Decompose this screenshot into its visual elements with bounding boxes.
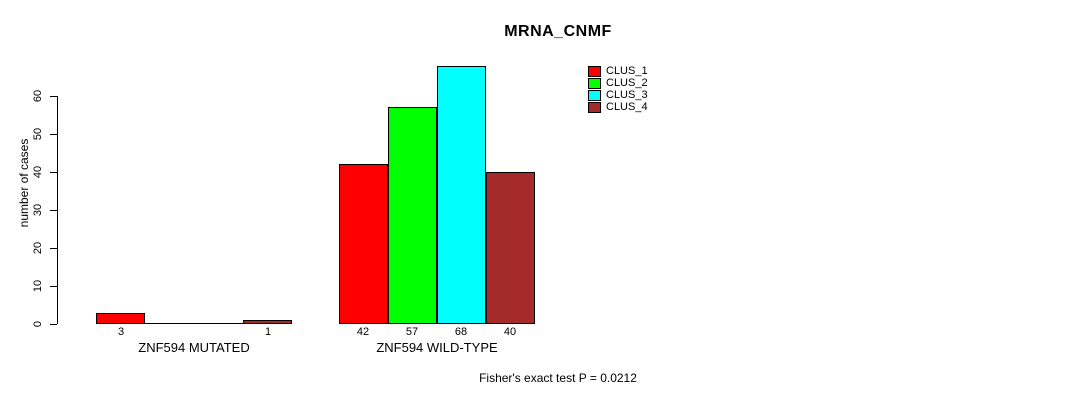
y-axis-tick-label: 40 <box>32 165 44 179</box>
y-axis-tick-label: 60 <box>32 89 44 103</box>
bar-clus-2-znf594-wild-type <box>388 107 437 324</box>
bar-clus-4-znf594-wild-type <box>486 172 535 324</box>
y-axis-tick-label: 50 <box>32 127 44 141</box>
legend-item-clus-3: CLUS_3 <box>588 89 648 101</box>
group-label-znf594-mutated: ZNF594 MUTATED <box>138 340 250 355</box>
legend-swatch-clus-2 <box>588 77 601 89</box>
bar-value-label: 42 <box>356 326 370 338</box>
y-axis-line <box>57 96 58 324</box>
bar-value-label: 68 <box>454 326 468 338</box>
y-axis-tick <box>50 248 57 249</box>
y-axis-tick-label: 30 <box>32 203 44 217</box>
y-axis-tick <box>50 324 57 325</box>
y-axis-tick <box>50 172 57 173</box>
legend-swatch-clus-1 <box>588 65 601 77</box>
y-axis-tick <box>50 96 57 97</box>
bar-clus-3-znf594-wild-type <box>437 66 486 324</box>
bar-value-label: 3 <box>117 326 125 338</box>
y-axis-tick-label: 0 <box>32 320 44 328</box>
bar-clus-1-znf594-wild-type <box>339 164 388 324</box>
legend-item-clus-1: CLUS_1 <box>588 65 648 77</box>
legend-label-clus-4: CLUS_4 <box>606 100 648 113</box>
legend-item-clus-2: CLUS_2 <box>588 77 648 89</box>
legend: CLUS_1 CLUS_2 CLUS_3 CLUS_4 <box>588 65 648 113</box>
y-axis-tick <box>50 286 57 287</box>
legend-label-clus-1: CLUS_1 <box>606 64 648 77</box>
group-label-znf594-wild-type: ZNF594 WILD-TYPE <box>376 340 498 355</box>
y-axis-tick-label: 20 <box>32 241 44 255</box>
legend-swatch-clus-4 <box>588 101 601 113</box>
group-baseline-znf594-mutated <box>96 323 292 324</box>
y-axis-tick <box>50 210 57 211</box>
chart-title: MRNA_CNMF <box>504 23 612 40</box>
bar-value-label: 40 <box>503 326 517 338</box>
legend-item-clus-4: CLUS_4 <box>588 101 648 113</box>
legend-swatch-clus-3 <box>588 89 601 101</box>
bar-value-label: 1 <box>264 326 272 338</box>
bar-value-label: 57 <box>405 326 419 338</box>
bar-clus-1-znf594-mutated <box>96 313 145 324</box>
legend-label-clus-3: CLUS_3 <box>606 88 648 101</box>
bar-clus-4-znf594-mutated <box>243 320 292 324</box>
legend-label-clus-2: CLUS_2 <box>606 76 648 89</box>
fisher-test-note: Fisher's exact test P = 0.0212 <box>479 371 637 385</box>
y-axis-label: number of cases <box>17 138 31 228</box>
y-axis-tick <box>50 134 57 135</box>
y-axis-tick-label: 10 <box>32 279 44 293</box>
